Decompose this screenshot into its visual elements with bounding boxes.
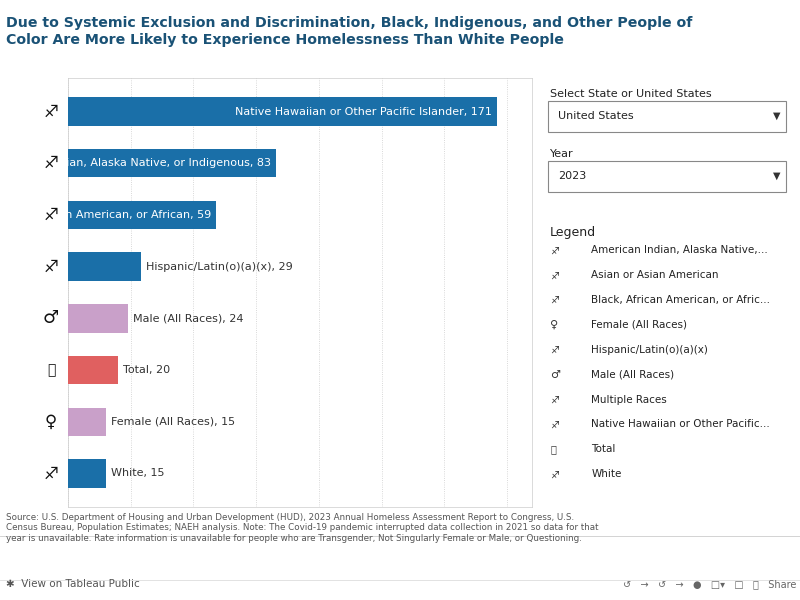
Text: ♐: ♐ <box>550 245 559 256</box>
Text: ▼: ▼ <box>773 111 781 121</box>
Text: ♐: ♐ <box>550 469 559 479</box>
Text: White: White <box>591 469 622 479</box>
Bar <box>68 253 141 281</box>
Text: ♐: ♐ <box>43 257 58 275</box>
Text: ♐: ♐ <box>43 206 58 224</box>
Text: ♐: ♐ <box>550 395 559 404</box>
Text: Hispanic/Latin(o)(a)(x), 29: Hispanic/Latin(o)(a)(x), 29 <box>146 262 293 272</box>
Text: Legend: Legend <box>550 226 596 239</box>
Text: Native Hawaiian or Other Pacific Islander, 171: Native Hawaiian or Other Pacific Islande… <box>235 107 492 116</box>
Text: American Indian, Alaska Native,...: American Indian, Alaska Native,... <box>591 245 768 256</box>
Text: Total: Total <box>591 445 615 454</box>
Bar <box>68 459 106 488</box>
Text: Male (All Races): Male (All Races) <box>591 370 674 380</box>
Text: United States: United States <box>558 111 634 121</box>
Text: ♐: ♐ <box>550 345 559 355</box>
FancyBboxPatch shape <box>548 161 786 191</box>
Text: ♐: ♐ <box>550 270 559 280</box>
Text: ♀: ♀ <box>45 413 57 431</box>
Text: ♐: ♐ <box>43 464 58 482</box>
Bar <box>68 407 106 436</box>
Text: White, 15: White, 15 <box>110 469 164 478</box>
Text: Black, African American, or African, 59: Black, African American, or African, 59 <box>0 210 211 220</box>
Text: ✱  View on Tableau Public: ✱ View on Tableau Public <box>6 580 140 589</box>
Text: Total, 20: Total, 20 <box>123 365 170 375</box>
Text: Source: U.S. Department of Housing and Urban Development (HUD), 2023 Annual Home: Source: U.S. Department of Housing and U… <box>6 513 599 543</box>
Text: Male (All Races), 24: Male (All Races), 24 <box>134 313 244 323</box>
Text: ♐: ♐ <box>43 103 58 121</box>
Text: Asian or Asian American: Asian or Asian American <box>591 270 718 280</box>
Text: ⧉: ⧉ <box>550 445 556 454</box>
Bar <box>68 304 128 332</box>
Text: Black, African American, or Afric...: Black, African American, or Afric... <box>591 295 770 305</box>
Text: ♐: ♐ <box>550 295 559 305</box>
Bar <box>68 201 216 229</box>
Text: 2023: 2023 <box>558 171 586 181</box>
Text: Hispanic/Latin(o)(a)(x): Hispanic/Latin(o)(a)(x) <box>591 345 708 355</box>
Text: Select State or United States: Select State or United States <box>550 89 712 99</box>
Text: Due to Systemic Exclusion and Discrimination, Black, Indigenous, and Other Peopl: Due to Systemic Exclusion and Discrimina… <box>6 16 693 47</box>
Bar <box>68 97 497 126</box>
Text: Female (All Races), 15: Female (All Races), 15 <box>110 417 234 427</box>
Text: Year: Year <box>550 149 574 159</box>
Text: ⧉: ⧉ <box>47 363 55 377</box>
Text: Native Hawaiian or Other Pacific...: Native Hawaiian or Other Pacific... <box>591 419 770 430</box>
Bar <box>68 149 276 178</box>
Text: ▼: ▼ <box>773 171 781 181</box>
FancyBboxPatch shape <box>548 101 786 131</box>
Text: American Indian, Alaska Native, or Indigenous, 83: American Indian, Alaska Native, or Indig… <box>0 158 271 168</box>
Text: ♀: ♀ <box>550 320 558 330</box>
Text: ♂: ♂ <box>550 370 560 380</box>
Text: ♐: ♐ <box>550 419 559 430</box>
Text: ↺   →   ↺   →   ●   □▾   □   ⎘   Share: ↺ → ↺ → ● □▾ □ ⎘ Share <box>622 580 796 589</box>
Text: ♂: ♂ <box>43 310 59 328</box>
Text: ♐: ♐ <box>43 154 58 172</box>
Text: Multiple Races: Multiple Races <box>591 395 667 404</box>
Bar <box>68 356 118 384</box>
Text: Female (All Races): Female (All Races) <box>591 320 687 330</box>
